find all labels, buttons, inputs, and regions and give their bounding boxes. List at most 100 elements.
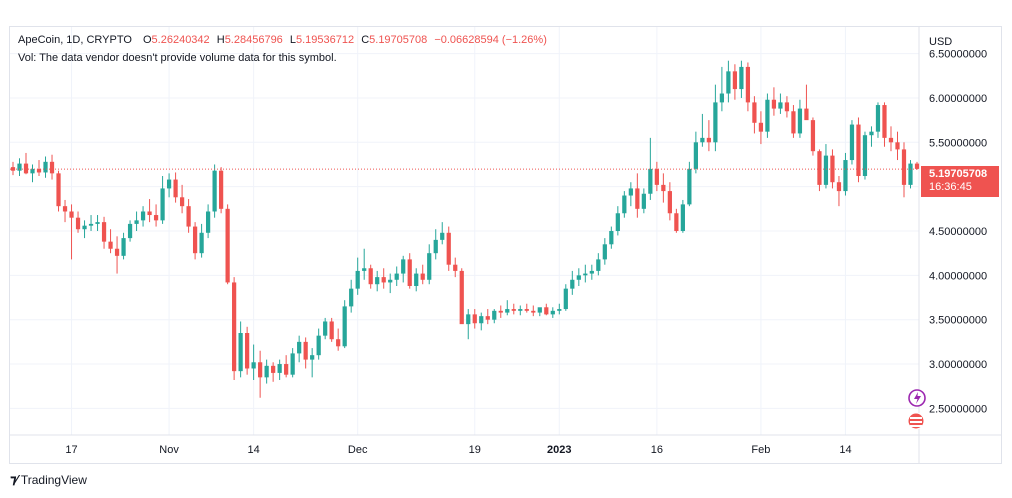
brand-name: TradingView [20, 473, 87, 487]
chart-legend: ApeCoin, 1D, CRYPTO O5.26240342 H5.28456… [18, 34, 547, 46]
candle-body [420, 273, 425, 280]
candle-body [219, 170, 224, 209]
high-value: 5.28456796 [224, 34, 283, 46]
time-axis[interactable]: 17 Nov 14 Dec 19 2023 16 Feb 14 [65, 444, 851, 456]
candle-body [797, 108, 803, 134]
grid-lines [10, 27, 1001, 463]
candle-body [570, 279, 575, 289]
candle-body [173, 179, 178, 198]
candle-body [680, 204, 685, 231]
candle-body [628, 188, 633, 196]
price-tick-label: 3.00000000 [929, 359, 987, 371]
candle-body [518, 309, 523, 311]
footer[interactable]: ⁊⁄ TradingView [10, 472, 87, 488]
candle-body [114, 248, 120, 256]
candle-body [869, 131, 874, 136]
candle-body [179, 197, 185, 207]
time-tick-label: Dec [348, 444, 368, 456]
candle-body [459, 270, 464, 325]
candle-body [635, 188, 640, 209]
time-tick-label: 14 [839, 444, 851, 456]
price-tick-label: 2.50000000 [929, 403, 987, 415]
candle-body [466, 314, 471, 325]
candle-body [758, 122, 764, 132]
candle-body [524, 309, 529, 311]
candle-body [303, 341, 308, 360]
candle-body [277, 364, 282, 373]
candle-body [661, 184, 666, 192]
candle-body [810, 120, 816, 152]
candle-body [121, 238, 126, 256]
last-price-badge: 5.19705708 16:36:45 [921, 166, 999, 197]
price-axis[interactable]: 6.500000006.000000005.500000005.00000000… [929, 49, 987, 416]
candle-body [862, 135, 868, 177]
alert-icon[interactable] [908, 389, 926, 407]
candle-body [199, 232, 204, 254]
candle-body [836, 182, 842, 192]
tradingview-logo-icon: ⁊⁄ [10, 472, 18, 487]
candle-body [563, 288, 568, 310]
candle-body [186, 206, 191, 227]
candle-body [544, 307, 549, 315]
candle-body [901, 149, 907, 185]
candle-body [427, 253, 432, 280]
candle-body [160, 188, 165, 221]
candle-body [43, 161, 48, 173]
candle-body [778, 102, 783, 109]
candle-body [804, 108, 809, 121]
candle-body [622, 195, 627, 214]
volume-note: Vol: The data vendor doesn't provide vol… [18, 52, 337, 64]
close-value: 5.19705708 [369, 34, 428, 46]
candle-body [368, 268, 373, 285]
candle-body [264, 365, 269, 378]
close-label: C [361, 34, 370, 46]
candle-body [485, 316, 490, 320]
candle-body [401, 259, 406, 274]
candle-body [888, 137, 894, 143]
candle-body [472, 314, 477, 324]
candle-body [817, 151, 822, 185]
candle-body [596, 259, 601, 271]
candle-body [706, 137, 711, 143]
candle-body [505, 309, 510, 313]
low-label: L [289, 34, 296, 46]
candle-body [290, 353, 295, 375]
candle-body [414, 273, 419, 286]
currency-label: USD [929, 36, 952, 48]
candle-body [875, 105, 881, 132]
candle-body [56, 173, 61, 207]
time-tick-label: Nov [159, 444, 179, 456]
candle-body [75, 217, 81, 230]
candle-body [849, 124, 855, 161]
candle-body [205, 211, 211, 233]
candle-body [108, 241, 113, 249]
candle-body [576, 275, 581, 280]
flag-icon[interactable] [907, 412, 925, 430]
time-tick-label: 19 [469, 444, 481, 456]
candle-body [589, 270, 594, 274]
candle-body [388, 279, 393, 283]
bar-countdown: 16:36:45 [929, 181, 972, 193]
candle-body [310, 355, 315, 360]
time-tick-label: 17 [65, 444, 77, 456]
candle-body [498, 310, 503, 313]
candle-body [856, 124, 861, 177]
price-tick-label: 6.50000000 [929, 49, 987, 61]
candle-body [739, 66, 744, 90]
candle-body [407, 259, 412, 286]
candle-body [127, 223, 133, 239]
time-tick-label: 2023 [547, 444, 571, 456]
candle-body [245, 333, 250, 369]
candle-body [394, 273, 399, 280]
candle-body [69, 211, 74, 218]
candle-body [550, 310, 555, 315]
open-label: O [142, 34, 152, 46]
candle-body [342, 306, 347, 347]
candle-body [583, 273, 588, 276]
candle-body [687, 168, 692, 205]
candle-body [732, 71, 738, 90]
candle-body [700, 137, 705, 143]
candle-body [95, 222, 100, 224]
candle-body [251, 362, 256, 369]
